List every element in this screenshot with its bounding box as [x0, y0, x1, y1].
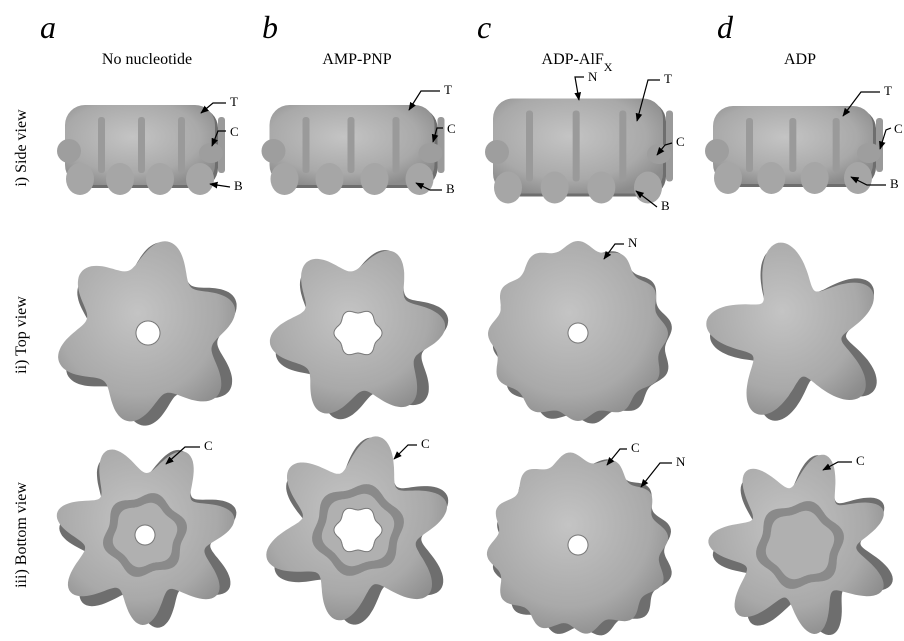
pore: [135, 525, 155, 545]
side-groove: [746, 118, 753, 172]
side-lobe: [714, 162, 742, 194]
annotation-label: T: [444, 82, 452, 97]
leader-arrow: [394, 445, 417, 459]
annotation-label: T: [884, 83, 892, 98]
side-lobe: [361, 163, 389, 195]
side-structure: [485, 99, 673, 204]
side-groove: [303, 117, 310, 173]
side-lobe: [541, 172, 569, 204]
side-lobe: [262, 139, 286, 163]
annotation-label: N: [588, 69, 598, 84]
side-lobe: [587, 172, 615, 204]
column-title-text: ADP: [784, 51, 816, 68]
side-lobe: [857, 143, 881, 163]
side-lobe: [634, 172, 662, 204]
side-lobe: [705, 139, 729, 163]
side-lobe: [199, 143, 223, 163]
pore: [568, 323, 588, 343]
annotation-label: C: [631, 440, 640, 455]
side-structure: [262, 105, 445, 195]
side-structure: [57, 105, 225, 195]
column-title-subscript: X: [604, 60, 613, 74]
structures: [57, 99, 893, 636]
annotation-label: B: [446, 181, 455, 196]
side-lobe: [485, 140, 509, 164]
side-lobe: [494, 172, 522, 204]
side-groove: [438, 117, 445, 173]
side-structure: [705, 106, 883, 194]
side-groove: [393, 117, 400, 173]
annotation-label: B: [234, 178, 243, 193]
side-lobe: [316, 163, 344, 195]
structure: [706, 243, 874, 415]
column-title: No nucleotide: [102, 51, 192, 68]
side-lobe: [757, 162, 785, 194]
side-lobe: [106, 163, 134, 195]
annotation-label: T: [664, 71, 672, 86]
side-groove: [348, 117, 355, 173]
side-lobe: [801, 162, 829, 194]
pore: [136, 321, 160, 345]
row-label: iii) Bottom view: [13, 482, 30, 588]
annotation-label: B: [661, 198, 670, 213]
row-label: ii) Top view: [13, 296, 30, 374]
side-groove: [138, 117, 145, 173]
annotation-label: C: [856, 453, 865, 468]
side-lobe: [186, 163, 214, 195]
side-groove: [619, 111, 626, 182]
column-title: AMP-PNP: [322, 51, 391, 68]
figure: aNo nucleotidebAMP-PNPcADP-AlFXdADPi) Si…: [0, 0, 904, 641]
panel-letter: b: [262, 9, 278, 45]
annotation-label: C: [447, 121, 456, 136]
annotation-label: B: [890, 176, 899, 191]
leader-arrow: [641, 463, 672, 487]
side-groove: [573, 111, 580, 182]
side-lobe: [66, 163, 94, 195]
leader-arrow: [575, 77, 584, 100]
side-groove: [876, 118, 883, 172]
annotation-label: C: [894, 121, 903, 136]
annotation-label: C: [204, 438, 213, 453]
panel-letter: a: [40, 9, 56, 45]
side-lobe: [419, 143, 443, 163]
panel-letter: c: [477, 9, 491, 45]
annotation-label: T: [230, 94, 238, 109]
column-title: ADP-AlFX: [542, 51, 613, 74]
side-lobe: [647, 144, 671, 164]
side-groove: [98, 117, 105, 173]
column-title-text: AMP-PNP: [322, 51, 391, 68]
pore: [568, 535, 588, 555]
annotation-label: C: [230, 124, 239, 139]
column-title-text: ADP-AlF: [542, 51, 604, 68]
side-lobe: [57, 139, 81, 163]
leader-arrow: [210, 184, 230, 187]
annotation-label: C: [421, 436, 430, 451]
side-lobe: [271, 163, 299, 195]
side-lobe: [844, 162, 872, 194]
side-groove: [833, 118, 840, 172]
panel-letter: d: [717, 9, 734, 45]
annotation-label: N: [628, 235, 638, 250]
column-title-text: No nucleotide: [102, 51, 192, 68]
side-groove: [218, 117, 225, 173]
annotation-label: C: [676, 134, 685, 149]
side-groove: [666, 111, 673, 182]
side-groove: [178, 117, 185, 173]
row-label: i) Side view: [13, 109, 30, 187]
side-lobe: [146, 163, 174, 195]
annotation-label: N: [676, 454, 686, 469]
side-groove: [789, 118, 796, 172]
column-title: ADP: [784, 51, 816, 68]
side-groove: [526, 111, 533, 182]
